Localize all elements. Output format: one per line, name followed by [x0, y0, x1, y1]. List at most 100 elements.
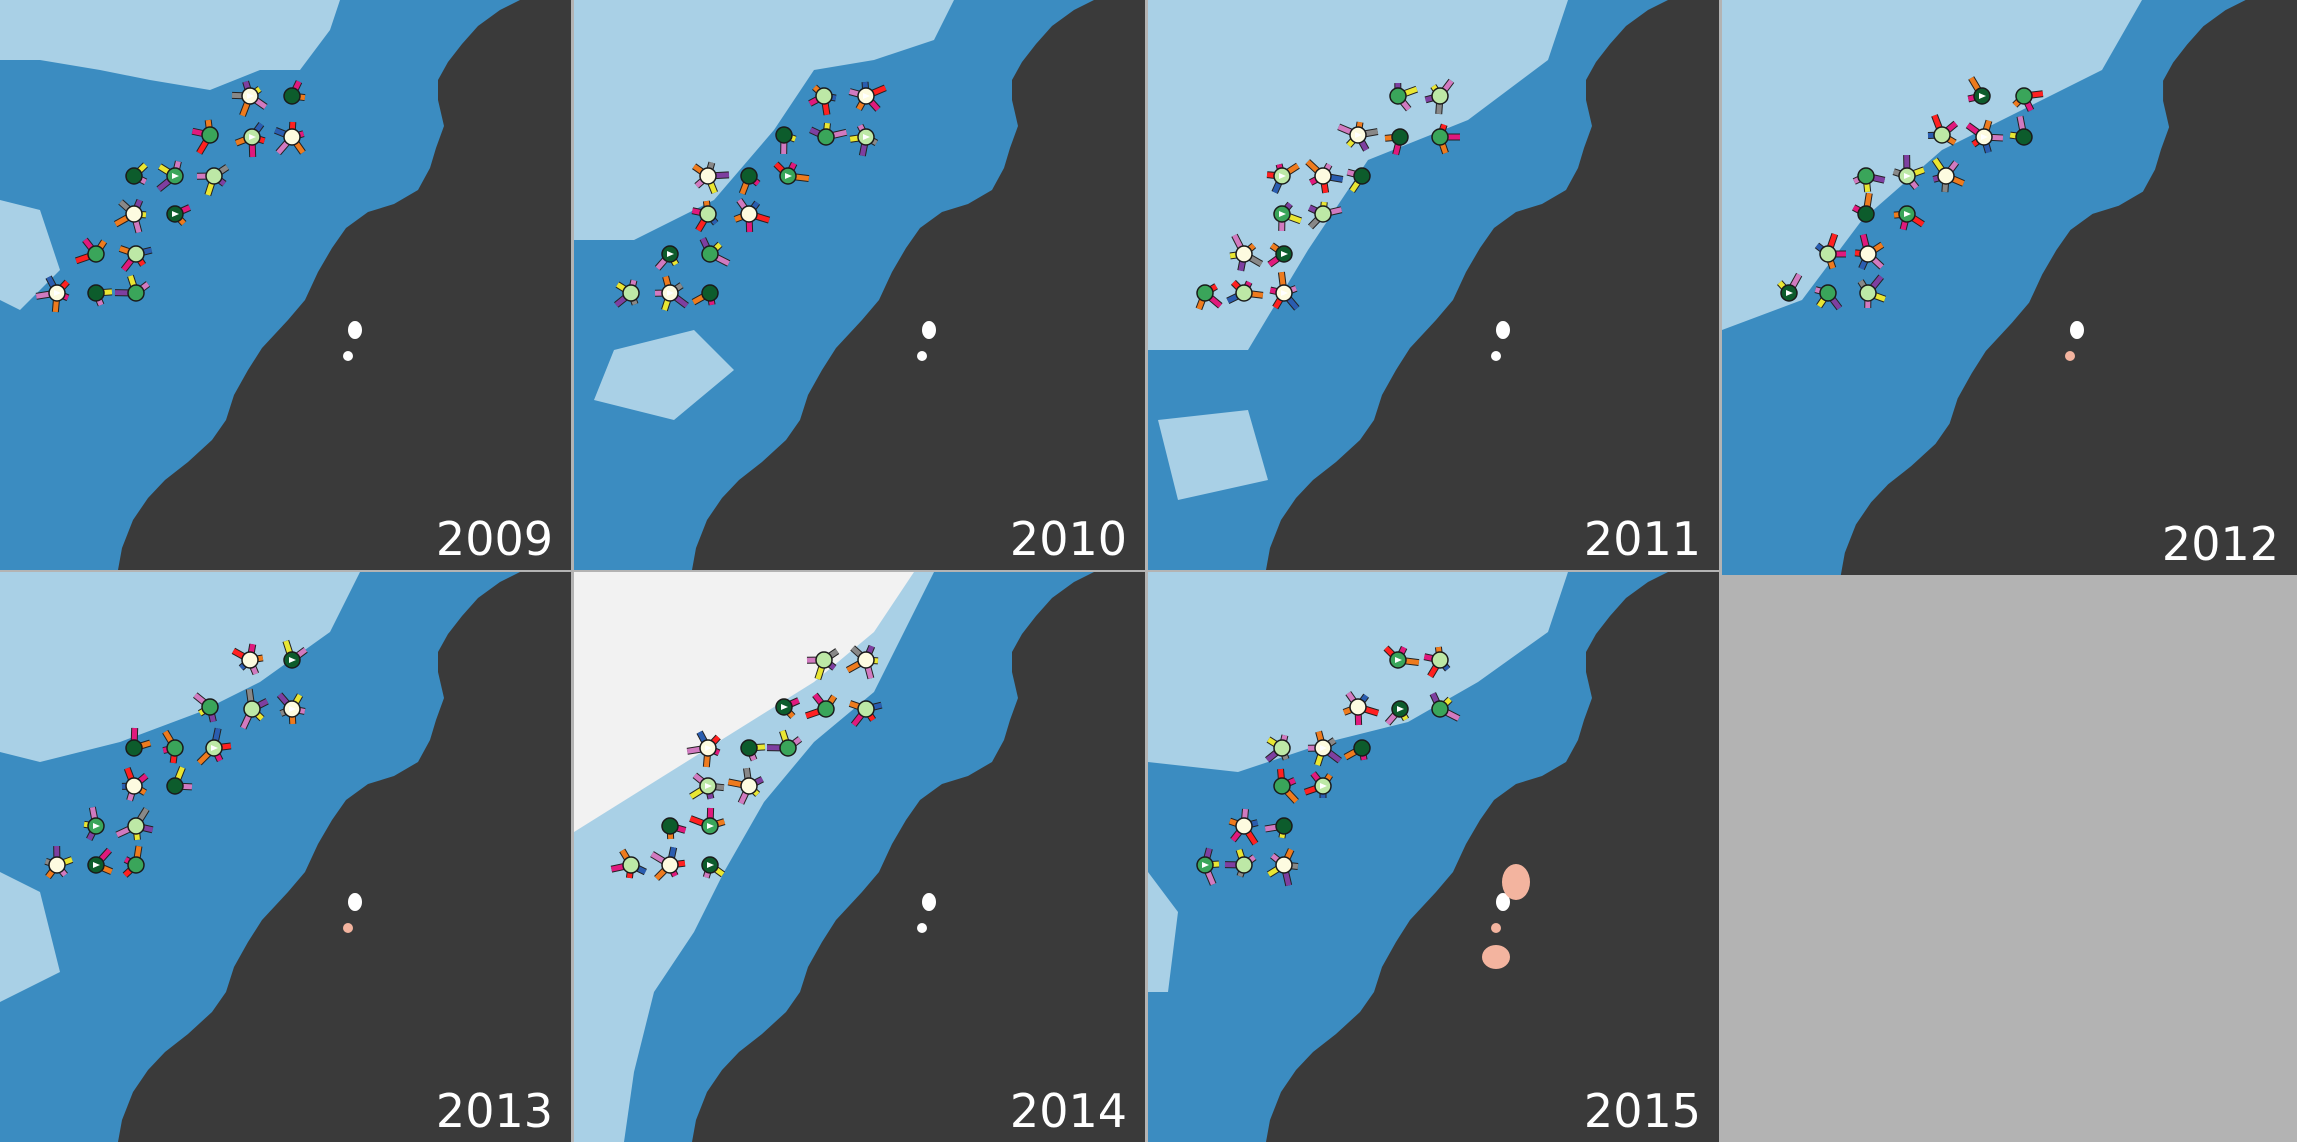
station-marker	[622, 284, 640, 302]
direction-arrow	[289, 657, 296, 663]
direction-arrow	[1395, 657, 1402, 663]
direction-arrow	[289, 706, 296, 712]
coastal-patch	[348, 893, 362, 911]
direction-arrow	[1279, 211, 1286, 217]
panel-year-label: 2013	[435, 1084, 553, 1138]
shallow-water	[0, 872, 60, 1002]
station-marker	[127, 856, 145, 874]
panel-year-label: 2014	[1009, 1084, 1127, 1138]
direction-arrow	[1279, 173, 1286, 179]
land-mass	[1840, 0, 2297, 575]
station-marker	[205, 167, 223, 185]
station-marker	[1857, 167, 1875, 185]
coastal-patch	[917, 351, 927, 361]
land-mass	[118, 572, 571, 1142]
station-markers	[44, 639, 308, 880]
station-markers	[1196, 645, 1461, 887]
station-marker	[1235, 817, 1253, 835]
shallow-water	[1148, 872, 1178, 992]
station-marker	[1275, 856, 1293, 874]
coastal-patch	[917, 923, 927, 933]
land-mass	[692, 572, 1145, 1142]
coastal-patch	[922, 321, 936, 339]
direction-arrow	[1320, 745, 1327, 751]
station-marker	[701, 284, 719, 302]
station-marker	[740, 167, 758, 185]
station-marker	[201, 698, 219, 716]
panel-year-label: 2011	[1583, 512, 1701, 566]
direction-arrow	[705, 783, 712, 789]
station-marker	[1235, 245, 1253, 263]
direction-arrow	[249, 134, 256, 140]
shallow-water	[0, 0, 340, 90]
station-marker	[201, 126, 219, 144]
direction-arrow	[1981, 134, 1988, 140]
station-marker	[661, 856, 679, 874]
direction-arrow	[211, 745, 218, 751]
station-marker	[815, 87, 833, 105]
station-marker	[2015, 128, 2033, 146]
panel-year-label: 2015	[1583, 1084, 1701, 1138]
coastal-patch	[343, 351, 353, 361]
station-marker	[1857, 205, 1875, 223]
station-marker	[127, 817, 145, 835]
station-marker	[283, 128, 301, 146]
panel-year-label: 2009	[435, 512, 553, 566]
station-marker	[1389, 87, 1407, 105]
map-panel-2010: 2010	[574, 0, 1145, 570]
station-marker	[1273, 739, 1291, 757]
direction-arrow	[785, 173, 792, 179]
station-marker	[1431, 128, 1449, 146]
direction-arrow	[1355, 132, 1362, 138]
station-marker	[125, 739, 143, 757]
direction-arrow	[667, 251, 674, 257]
station-marker	[1275, 817, 1293, 835]
map-canvas	[1722, 0, 2297, 575]
station-markers	[1195, 78, 1460, 311]
empty-panel	[1722, 575, 2297, 1142]
station-marker	[779, 739, 797, 757]
station-marker	[1235, 284, 1253, 302]
station-marker	[243, 700, 261, 718]
direction-arrow	[863, 134, 870, 140]
map-canvas	[1148, 0, 1719, 570]
station-marker	[1349, 698, 1367, 716]
shallow-water	[1158, 410, 1268, 500]
ice-cover	[574, 572, 914, 832]
station-markers	[610, 644, 883, 881]
land-mass	[692, 0, 1145, 570]
coastal-patch	[1482, 945, 1510, 969]
station-markers	[614, 81, 887, 312]
direction-arrow	[172, 173, 179, 179]
coastal-patch	[343, 923, 353, 933]
coastal-patch	[1496, 321, 1510, 339]
station-marker	[1314, 167, 1332, 185]
land-mass	[118, 0, 571, 570]
station-marker	[661, 817, 679, 835]
station-marker	[1819, 284, 1837, 302]
station-marker	[166, 739, 184, 757]
map-panel-2013: 2013	[0, 572, 571, 1142]
map-panel-2009: 2009	[0, 0, 571, 570]
station-marker	[1353, 739, 1371, 757]
station-marker	[740, 739, 758, 757]
map-canvas	[0, 572, 571, 1142]
station-marker	[740, 205, 758, 223]
shallow-water	[594, 330, 734, 420]
coastal-patch	[1496, 893, 1510, 911]
direction-arrow	[1281, 290, 1288, 296]
panel-year-label: 2010	[1009, 512, 1127, 566]
direction-arrow	[1281, 251, 1288, 257]
station-marker	[125, 205, 143, 223]
station-marker	[283, 87, 301, 105]
coastal-patch	[348, 321, 362, 339]
station-marker	[1933, 126, 1951, 144]
station-marker	[740, 777, 758, 795]
station-marker	[1819, 245, 1837, 263]
coastal-patch	[1491, 351, 1501, 361]
map-panel-2014: 2014	[574, 572, 1145, 1142]
coastal-patch	[1491, 923, 1501, 933]
station-marker	[87, 245, 105, 263]
station-marker	[1431, 651, 1449, 669]
station-marker	[857, 651, 875, 669]
